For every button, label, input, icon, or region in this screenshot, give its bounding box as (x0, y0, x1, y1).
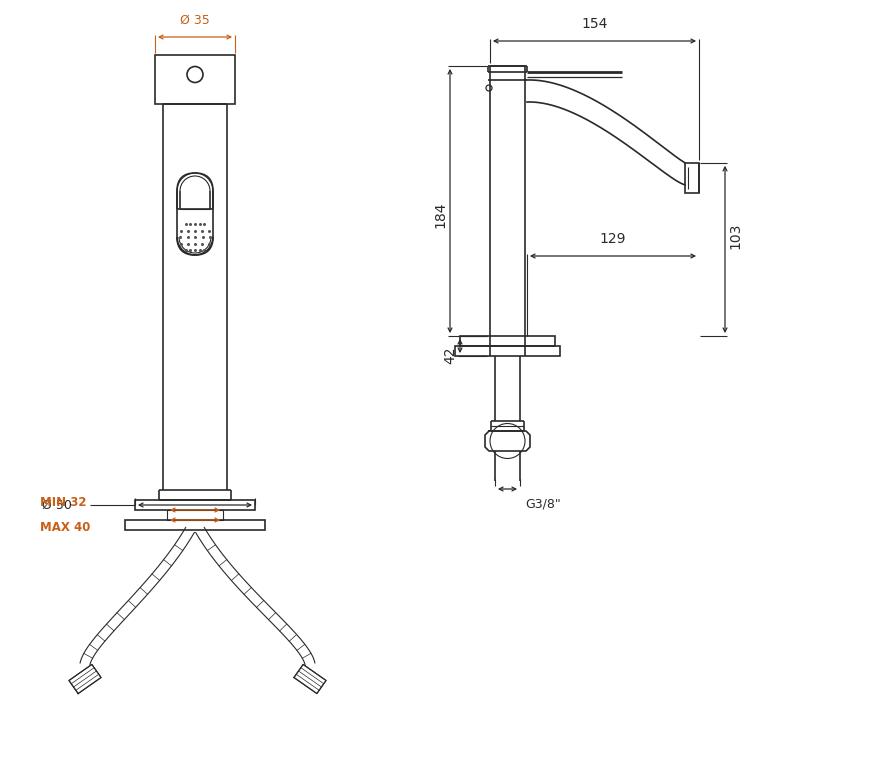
Text: 103: 103 (728, 223, 742, 249)
Bar (155, 55, 235, 104)
Bar (135, 500, 255, 510)
Text: 129: 129 (600, 232, 627, 246)
Text: Ø 50: Ø 50 (42, 499, 72, 511)
Text: 42: 42 (443, 346, 457, 364)
FancyBboxPatch shape (177, 173, 213, 255)
Bar (685, 163, 699, 193)
Bar (125, 520, 265, 530)
Text: Ø 35: Ø 35 (181, 14, 210, 27)
Text: G3/8": G3/8" (525, 497, 561, 510)
Bar (460, 336, 555, 346)
Bar (455, 346, 560, 356)
Text: MAX 40: MAX 40 (40, 521, 90, 534)
Text: 184: 184 (433, 201, 447, 227)
Text: 154: 154 (581, 17, 608, 31)
Bar (167, 510, 223, 520)
Text: MIN 32: MIN 32 (40, 496, 87, 509)
